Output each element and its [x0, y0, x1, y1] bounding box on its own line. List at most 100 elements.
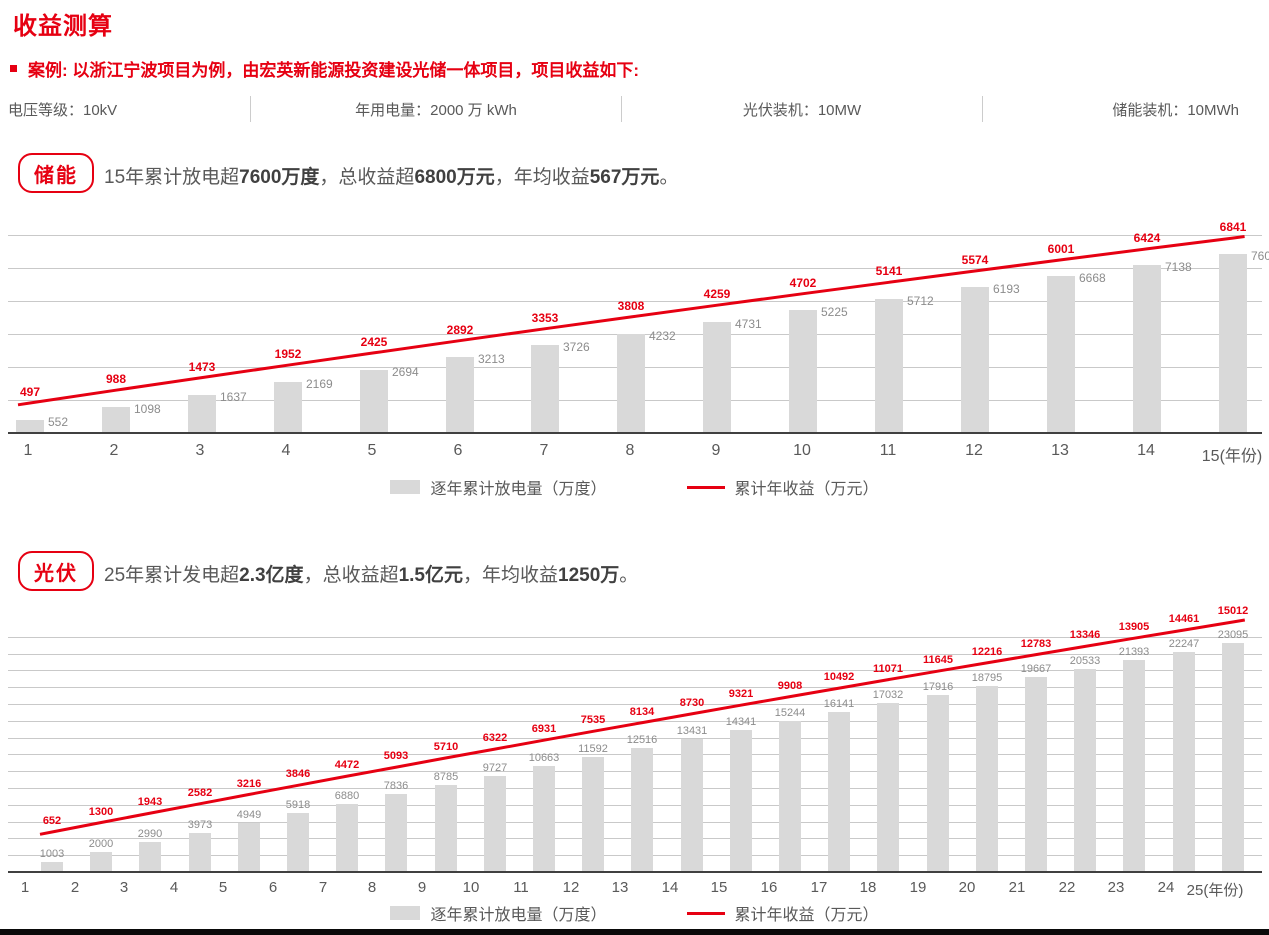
bar [631, 748, 653, 872]
bar-value-label: 3213 [478, 352, 505, 366]
bar [1222, 643, 1244, 872]
summary-number: 6800万元 [414, 167, 495, 188]
bar [1173, 652, 1195, 872]
bar-value-label: 1003 [39, 848, 65, 860]
line-value-label: 2582 [187, 787, 213, 799]
bar-value-label: 2169 [306, 377, 333, 391]
bar-value-label: 1637 [220, 390, 247, 404]
line-value-label: 3846 [285, 768, 311, 780]
storage-chart-legend: 逐年累计放电量（万度） 累计年收益（万元） [0, 475, 1269, 499]
page-title: 收益测算 [13, 13, 113, 40]
line-value-label: 9321 [728, 688, 754, 700]
summary-number: 1250万 [558, 565, 620, 586]
bar [681, 739, 703, 872]
bar [484, 776, 506, 872]
bar [1074, 669, 1096, 872]
x-tick-label: 5 [367, 442, 377, 459]
info-storage-capacity: 储能装机：10MWh [1112, 101, 1239, 119]
summary-text: 。 [659, 167, 679, 188]
x-tick-label: 4 [281, 442, 291, 459]
info-annual-consumption: 年用电量：2000 万 kWh [355, 101, 517, 119]
bar-value-label: 3726 [563, 340, 590, 354]
legend-line-label: 累计年收益（万元） [734, 907, 879, 924]
bar [1219, 254, 1247, 433]
bar [102, 407, 130, 433]
line-value-label: 6424 [1133, 231, 1161, 245]
info-pv-capacity: 光伏装机：10MW [742, 101, 862, 119]
x-tick-label: 25(年份) [1186, 882, 1244, 899]
summary-text: ，年均收益 [494, 167, 590, 188]
bar [139, 842, 161, 872]
bar [435, 785, 457, 872]
bar [41, 862, 63, 872]
bar [189, 833, 211, 872]
line-value-label: 13346 [1069, 629, 1101, 641]
x-axis-line [8, 432, 1262, 434]
x-tick-label: 9 [417, 879, 427, 896]
x-axis-line [8, 871, 1262, 873]
x-tick-label: 16 [760, 879, 778, 896]
bar [90, 852, 112, 872]
line-value-label: 4702 [789, 276, 817, 290]
bar-value-label: 23095 [1217, 629, 1249, 641]
x-tick-label: 2 [70, 879, 80, 896]
x-tick-label: 1 [20, 879, 30, 896]
summary-number: 7600万度 [239, 167, 320, 188]
line-value-label: 2425 [360, 335, 388, 349]
line-swatch-icon [686, 911, 725, 915]
bar [828, 712, 850, 872]
x-tick-label: 1 [23, 442, 33, 459]
bottom-edge-bar [0, 929, 1269, 935]
bar-value-label: 2694 [392, 365, 419, 379]
bar-value-label: 5225 [821, 305, 848, 319]
x-tick-label: 14 [1137, 442, 1155, 459]
line-value-label: 8730 [679, 697, 705, 709]
line-value-label: 12783 [1020, 638, 1052, 650]
bar [274, 382, 302, 433]
bar [976, 686, 998, 872]
line-value-label: 10492 [823, 671, 855, 683]
bar-value-label: 4731 [735, 317, 762, 331]
line-value-label: 5141 [875, 264, 903, 278]
bar [360, 370, 388, 433]
bar [531, 345, 559, 433]
summary-number: 567万元 [589, 167, 660, 188]
bar [877, 703, 899, 872]
vertical-divider [250, 96, 251, 122]
summary-number: 1.5亿元 [398, 565, 463, 586]
line-value-label: 15012 [1217, 605, 1249, 617]
x-tick-label: 12 [562, 879, 580, 896]
bar [336, 804, 358, 872]
bar-value-label: 7138 [1165, 260, 1192, 274]
line-value-label: 4259 [703, 287, 731, 301]
square-bullet-icon [10, 65, 17, 72]
bar [1133, 265, 1161, 433]
bar [617, 334, 645, 433]
bar [1123, 660, 1145, 872]
bar [582, 757, 604, 872]
x-tick-label: 4 [169, 879, 179, 896]
line-value-label: 1943 [137, 796, 163, 808]
bar [875, 299, 903, 433]
line-value-label: 3808 [617, 299, 645, 313]
line-value-label: 988 [105, 372, 127, 386]
x-tick-label: 11 [513, 879, 529, 896]
bar-value-label: 7601 [1251, 249, 1269, 263]
x-tick-label: 15(年份) [1201, 448, 1263, 465]
pv-badge: 光伏 [18, 551, 94, 591]
bar [16, 420, 44, 433]
bar [1025, 677, 1047, 872]
bar [287, 813, 309, 872]
line-value-label: 1952 [274, 347, 302, 361]
summary-text: ，年均收益 [463, 565, 559, 586]
bar [385, 794, 407, 872]
gridline [8, 268, 1262, 269]
bar [730, 730, 752, 872]
summary-text: 15年累计放电超 [104, 167, 240, 188]
case-row: 案例: 以浙江宁波项目为例，由宏英新能源投资建设光储一体项目，项目收益如下: [10, 56, 639, 81]
line-value-label: 6001 [1047, 242, 1075, 256]
line-value-label: 14461 [1168, 613, 1200, 625]
x-tick-label: 2 [109, 442, 119, 459]
gridline [8, 235, 1262, 236]
